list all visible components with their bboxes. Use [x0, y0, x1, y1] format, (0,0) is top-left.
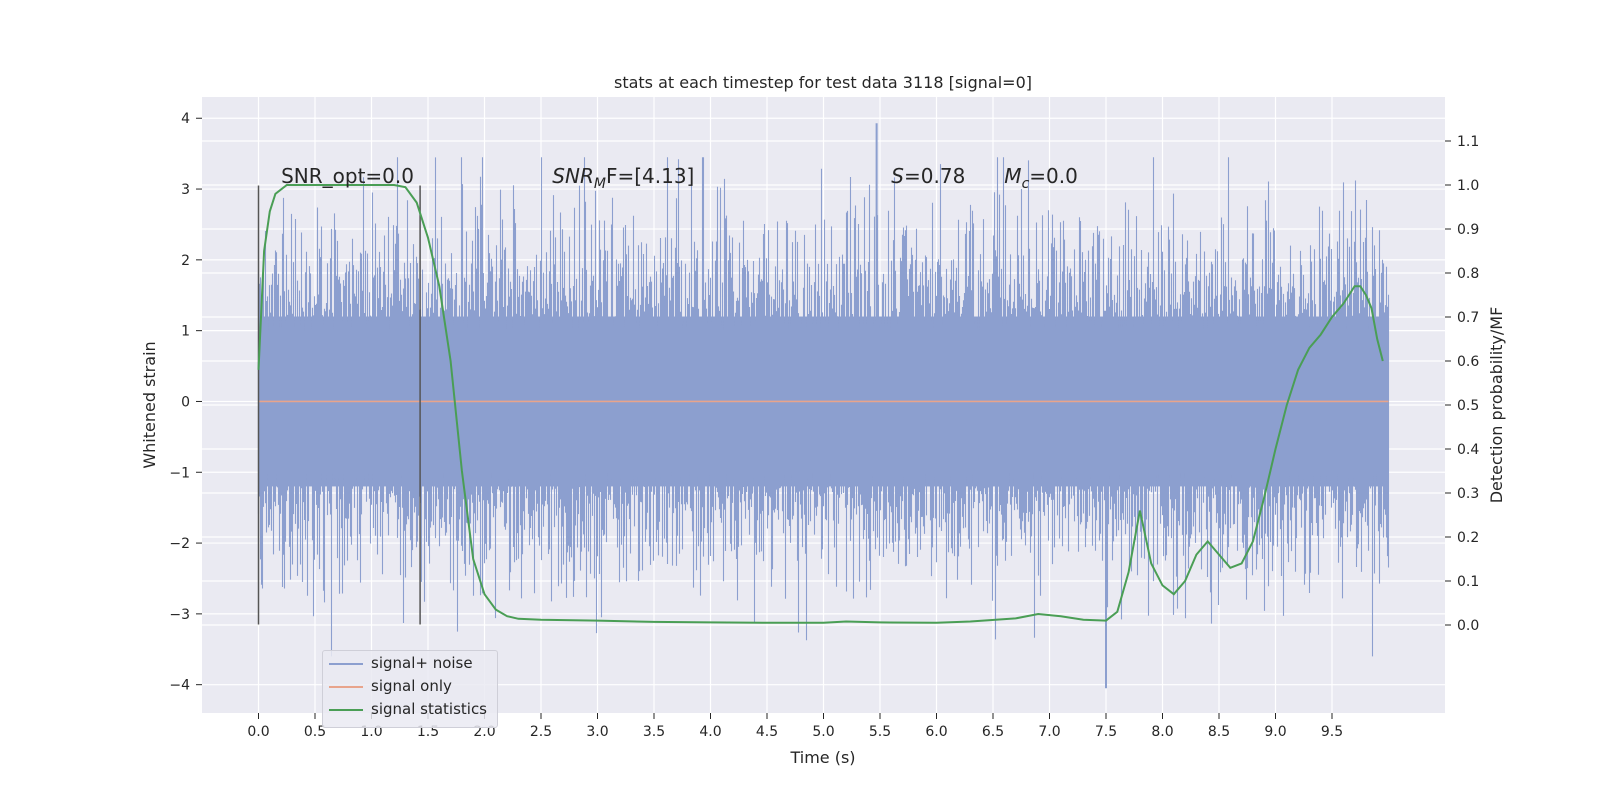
legend-swatch-signal-only [329, 686, 363, 688]
annotation-s: S=0.78 [891, 164, 965, 188]
y-right-tick-label: 0.5 [1457, 398, 1479, 414]
legend-swatch-signal-statistics [329, 709, 363, 711]
legend-item-signal-statistics: signal statistics [323, 699, 497, 721]
y-left-tick-label: −4 [169, 678, 190, 694]
x-tick-label: 2.5 [530, 724, 552, 740]
y-right-tick-label: 1.0 [1457, 178, 1479, 194]
x-tick-label: 7.0 [1038, 724, 1060, 740]
legend-item-signal-noise: signal+ noise [323, 653, 497, 675]
legend-label-signal-noise: signal+ noise [371, 654, 473, 672]
annotation-snr-mf: SNRMF=[4.13] [552, 164, 694, 192]
y-left-tick-label: 3 [181, 182, 190, 198]
x-tick-label: 4.5 [756, 724, 778, 740]
x-tick-label: 6.0 [925, 724, 947, 740]
y-left-tick-label: 0 [181, 394, 190, 410]
y-left-tick-label: −2 [169, 536, 190, 552]
y-left-tick-label: 2 [181, 253, 190, 269]
signal-statistics-line [257, 184, 1384, 624]
y-right-tick-label: 0.7 [1457, 310, 1479, 326]
y-right-tick-label: 0.9 [1457, 222, 1479, 238]
y-left-tick-label: 1 [181, 324, 190, 340]
y-right-axis-ticks: 0.0 0.1 0.2 0.3 0.4 0.5 0.6 0.7 0.8 0.9 1.0 1.1 [1445, 134, 1479, 634]
y-right-tick-label: 0.8 [1457, 266, 1479, 282]
x-tick-label: 3.0 [586, 724, 608, 740]
legend-item-signal-only: signal only [323, 676, 497, 698]
annotation-mc: Mc=0.0 [1004, 164, 1078, 192]
y-left-tick-label: 4 [181, 111, 190, 127]
legend-swatch-signal-noise [329, 663, 363, 665]
y-right-axis-label: Detection probability/MF [1487, 307, 1506, 504]
y-right-tick-label: 0.4 [1457, 442, 1479, 458]
legend-label-signal-only: signal only [371, 677, 452, 695]
x-tick-label: 5.0 [812, 724, 834, 740]
chart-title: stats at each timestep for test data 311… [614, 73, 1032, 92]
annotations: SNR_opt=0.0 SNRMF=[4.13] S=0.78 Mc=0.0 [281, 164, 1078, 192]
x-axis-ticks: 0.0 0.5 1.0 1.5 2.0 2.5 3.0 3.5 4.0 4.5 5.0 5.5 6.0 6… [247, 713, 1343, 740]
y-right-tick-label: 0.1 [1457, 574, 1479, 590]
x-tick-label: 7.5 [1095, 724, 1117, 740]
x-tick-label: 2.0 [473, 724, 495, 740]
y-left-axis-ticks: −4 −3 −2 −1 0 1 2 3 4 [169, 111, 202, 694]
y-left-tick-label: −1 [169, 465, 190, 481]
y-right-tick-label: 0.0 [1457, 618, 1479, 634]
x-tick-label: 4.0 [699, 724, 721, 740]
vertical-markers [257, 185, 421, 625]
annotation-snr-opt: SNR_opt=0.0 [281, 164, 414, 188]
x-tick-label: 8.5 [1208, 724, 1230, 740]
x-tick-label: 5.5 [869, 724, 891, 740]
y-right-tick-label: 0.3 [1457, 486, 1479, 502]
y-right-tick-label: 1.1 [1457, 134, 1479, 150]
x-tick-label: 1.5 [417, 724, 439, 740]
x-tick-label: 9.0 [1264, 724, 1286, 740]
y-left-axis-label: Whitened strain [140, 341, 159, 468]
x-tick-label: 0.0 [247, 724, 269, 740]
x-tick-label: 6.5 [982, 724, 1004, 740]
x-tick-label: 3.5 [643, 724, 665, 740]
y-left-tick-label: −3 [169, 607, 190, 623]
x-tick-label: 1.0 [360, 724, 382, 740]
y-right-tick-label: 0.2 [1457, 530, 1479, 546]
x-tick-label: 8.0 [1151, 724, 1173, 740]
x-tick-label: 9.5 [1321, 724, 1343, 740]
x-axis-label: Time (s) [789, 748, 855, 767]
y-right-tick-label: 0.6 [1457, 354, 1479, 370]
legend: signal+ noise signal only signal statist… [322, 650, 498, 728]
x-tick-label: 0.5 [304, 724, 326, 740]
legend-label-signal-statistics: signal statistics [371, 700, 488, 718]
